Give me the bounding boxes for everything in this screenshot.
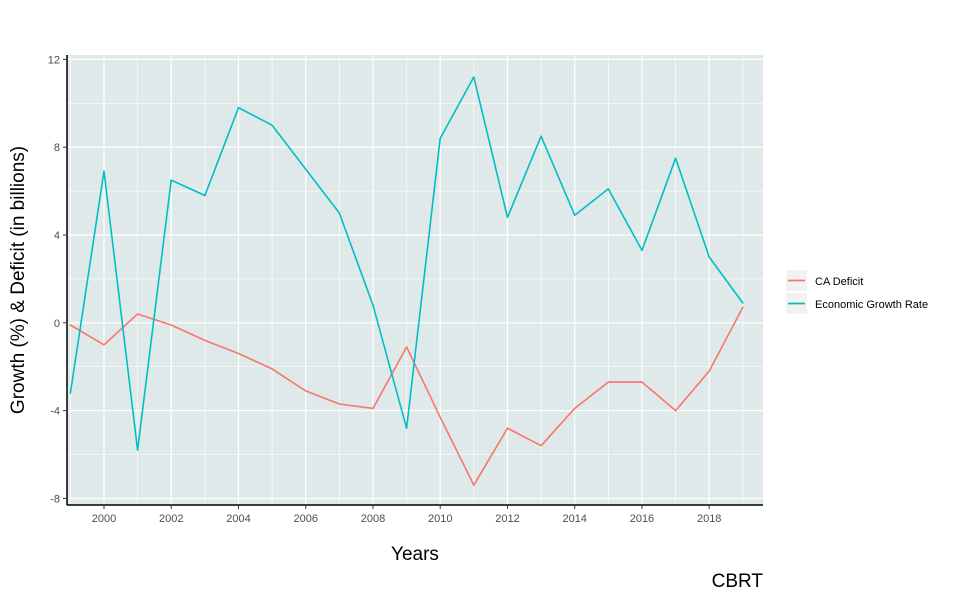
x-tick-label: 2006 — [293, 513, 317, 525]
plot-panel — [67, 55, 763, 505]
y-tick-label: 4 — [54, 230, 60, 242]
x-tick-label: 2000 — [92, 513, 116, 525]
x-tick-label: 2016 — [630, 513, 654, 525]
y-tick-label: -4 — [50, 406, 60, 418]
series-line-economic-growth-rate — [69, 76, 744, 451]
x-axis-title: Years — [391, 544, 439, 565]
x-ticks: 2000 2002 2004 2006 2008 2010 2012 2014 2016 2018 — [92, 505, 721, 525]
y-tick-label: -8 — [50, 493, 60, 505]
legend-label: CA Deficit — [815, 276, 863, 288]
x-tick-label: 2014 — [562, 513, 586, 525]
y-axis-title: Growth (%) & Deficit (in billions) — [8, 146, 29, 414]
x-tick-label: 2018 — [697, 513, 721, 525]
x-tick-label: 2012 — [495, 513, 519, 525]
y-tick-label: 8 — [54, 142, 60, 154]
x-tick-label: 2002 — [159, 513, 183, 525]
x-tick-label: 2008 — [361, 513, 385, 525]
grid-minor — [67, 55, 763, 505]
legend-label: Economic Growth Rate — [815, 299, 928, 311]
grid-major — [67, 55, 763, 505]
series-line-ca-deficit — [69, 306, 744, 487]
x-tick-label: 2010 — [428, 513, 452, 525]
y-tick-label: 0 — [54, 318, 60, 330]
series-lines — [69, 76, 744, 487]
y-tick-label: 12 — [48, 54, 60, 66]
y-ticks: -8 -4 0 4 8 12 — [48, 54, 67, 505]
caption: CBRT — [712, 571, 764, 592]
x-tick-label: 2004 — [226, 513, 250, 525]
legend: CA Deficit Economic Growth Rate — [786, 270, 928, 314]
